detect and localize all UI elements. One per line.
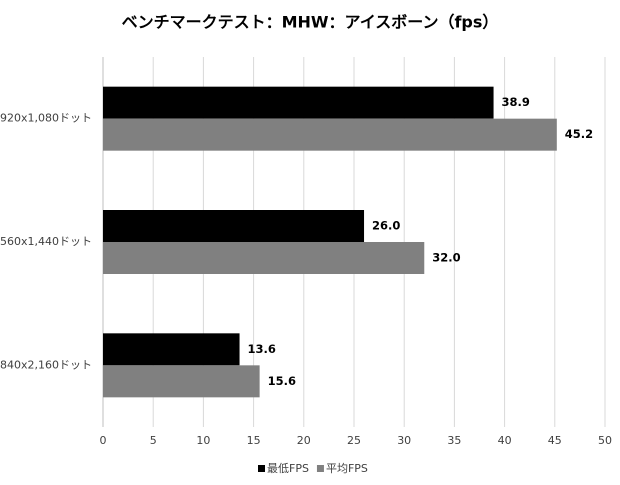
value-label: 45.2: [565, 127, 593, 141]
value-label: 13.6: [248, 342, 276, 356]
y-tick-label: 1,920x1,080ドット: [0, 112, 92, 125]
bar: [103, 242, 425, 274]
x-tick-label: 30: [397, 434, 411, 447]
legend-swatch: [258, 465, 265, 472]
legend-swatch: [316, 465, 324, 472]
y-tick-label: 3,840x2,160ドット: [0, 358, 92, 371]
x-tick-label: 40: [498, 434, 512, 447]
bar: [103, 86, 494, 119]
bar: [103, 333, 240, 366]
x-tick-label: 25: [347, 434, 361, 447]
bar: [103, 118, 557, 151]
value-label: 38.9: [502, 95, 530, 109]
x-tick-label: 35: [447, 434, 461, 447]
bar: [103, 365, 260, 398]
x-tick-label: 5: [150, 434, 157, 447]
x-tick-label: 15: [247, 434, 261, 447]
x-tick-label: 10: [196, 434, 210, 447]
x-tick-label: 50: [598, 434, 612, 447]
y-tick-label: 2,560x1,440ドット: [0, 235, 92, 248]
value-label: 26.0: [372, 219, 400, 233]
legend-label: 最低FPS: [267, 462, 309, 475]
chart-title: ベンチマークテスト：MHW：アイスボーン（fps）: [122, 13, 499, 32]
bar: [103, 210, 365, 242]
x-tick-label: 45: [548, 434, 562, 447]
x-tick-label: 20: [297, 434, 311, 447]
value-label: 15.6: [268, 374, 296, 388]
value-label: 32.0: [432, 251, 460, 265]
legend-label: 平均FPS: [326, 462, 368, 475]
x-tick-label: 0: [100, 434, 107, 447]
